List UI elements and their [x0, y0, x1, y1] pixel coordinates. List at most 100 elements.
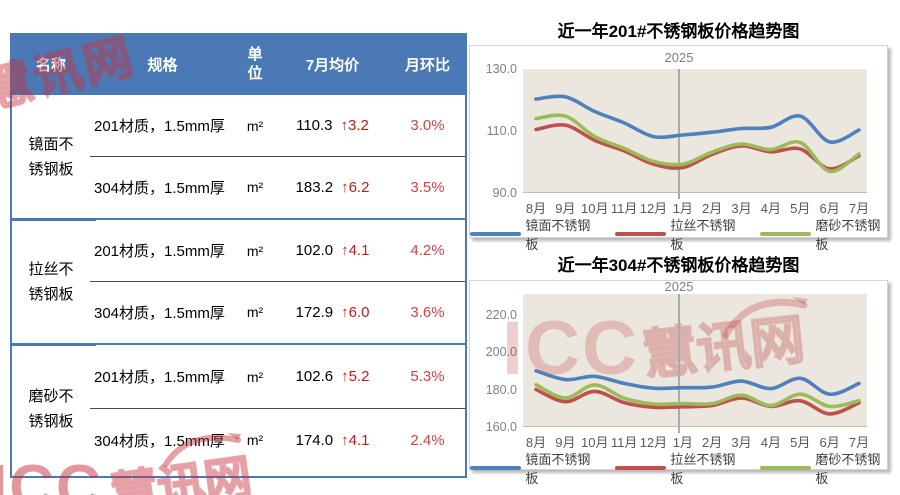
spec-cell: 201材质，1.5mm厚	[94, 118, 225, 136]
x-axis-month-label: 2月	[702, 435, 723, 450]
price-cell: 174.0 ↑4.1	[275, 432, 390, 449]
legend-label: 镜面不锈钢板	[525, 218, 591, 252]
x-axis-month-label: 1月	[672, 201, 693, 216]
chart-series-lines	[534, 94, 861, 174]
col-header-july-price: 7月均价	[305, 56, 360, 74]
unit-cell: m²	[246, 179, 264, 196]
series-line-镜面不锈钢板	[534, 369, 861, 397]
x-axis-month-label: 5月	[790, 201, 811, 216]
x-axis-month-label: 4月	[760, 201, 782, 216]
price-cell: 102.6 ↑5.2	[275, 368, 390, 385]
group-name-label: 镜面不锈钢板	[28, 135, 74, 178]
unit-cell: m²	[246, 368, 264, 385]
x-axis-month-label: 9月	[555, 435, 576, 450]
mom-cell: 4.2%	[410, 242, 445, 260]
table-header-row: 名称 规格 单位 7月均价 月环比	[12, 33, 465, 95]
mom-cell: 5.3%	[410, 368, 445, 386]
row-divider	[90, 407, 465, 409]
legend-line-swatch	[760, 232, 812, 236]
legend-line-swatch	[615, 232, 667, 236]
spec-cell: 304材质，1.5mm厚	[94, 432, 225, 450]
year-divider-line	[678, 294, 680, 433]
y-axis-tick-label: 90.0	[492, 186, 517, 200]
x-axis-month-label: 9月	[555, 201, 576, 216]
x-axis-month-label: 7月	[848, 435, 870, 450]
table-row: 201材质，1.5mm厚 m² 102.6 ↑5.2 5.3%	[90, 345, 465, 409]
chart1-201-trend: 镜面不锈钢板 拉丝不锈钢板 磨砂不锈钢板 130.0 110.0 90.0 8月 9月 10月…	[469, 45, 888, 252]
legend-line-swatch	[470, 232, 522, 236]
price-cell: 172.9 ↑6.0	[275, 304, 390, 321]
legend-label: 拉丝不锈钢板	[670, 452, 736, 486]
row-divider	[90, 155, 465, 157]
unit-cell: m²	[246, 117, 264, 134]
spec-cell: 304材质，1.5mm厚	[94, 304, 225, 322]
chart1-title: 近一年201#不锈钢板价格趋势图	[557, 22, 800, 41]
price-value: 102.0	[295, 242, 334, 260]
table-row: 304材质，1.5mm厚 m² 183.2 ↑6.2 3.5%	[90, 157, 465, 219]
col-header-mom: 月环比	[404, 56, 450, 74]
price-delta: ↑5.2	[341, 368, 370, 386]
unit-cell: m²	[246, 242, 264, 259]
year-label: 2025	[664, 279, 694, 294]
y-axis-tick-label: 220.0	[485, 307, 517, 322]
table-row: 201材质，1.5mm厚 m² 102.0 ↑4.1 4.2%	[90, 220, 465, 282]
legend-line-swatch	[470, 466, 522, 470]
chart-series-lines	[534, 369, 861, 416]
x-axis-month-label: 12月	[639, 435, 668, 450]
table-group-brushed: 拉丝不锈钢板 201材质，1.5mm厚 m² 102.0 ↑4.1 4.2% 3…	[12, 220, 465, 346]
mom-cell: 2.4%	[410, 431, 445, 449]
x-axis-month-label: 1月	[672, 435, 693, 450]
price-table: 名称 规格 单位 7月均价 月环比 镜面不锈钢板 201材质，1.5mm厚 m²…	[10, 33, 467, 478]
legend-label: 磨砂不锈钢板	[815, 452, 881, 486]
price-delta: ↑6.2	[341, 178, 370, 196]
x-axis-month-label: 12月	[639, 201, 668, 216]
price-value: 183.2	[295, 178, 334, 196]
legend-item: 拉丝不锈钢板	[615, 449, 742, 487]
table-row: 201材质，1.5mm厚 m² 110.3 ↑3.2 3.0%	[90, 95, 465, 157]
mom-cell: 3.6%	[410, 303, 445, 321]
legend-line-swatch	[760, 466, 812, 470]
x-axis-month-label: 2月	[702, 201, 723, 216]
group-name-label: 磨砂不锈钢板	[28, 387, 74, 430]
legend-item: 镜面不锈钢板	[470, 449, 597, 487]
x-axis-month-label: 5月	[790, 435, 811, 450]
table-row: 304材质，1.5mm厚 m² 174.0 ↑4.1 2.4%	[90, 409, 465, 473]
spec-cell: 304材质，1.5mm厚	[94, 179, 225, 197]
col-header-name: 名称	[35, 56, 66, 74]
x-axis-month-label: 10月	[580, 201, 609, 216]
series-line-拉丝不锈钢板	[534, 387, 861, 416]
row-divider	[90, 280, 465, 282]
table-row: 304材质，1.5mm厚 m² 172.9 ↑6.0 3.6%	[90, 282, 465, 344]
price-value: 174.0	[295, 431, 334, 449]
price-value: 172.9	[295, 303, 334, 321]
x-axis-month-label: 8月	[525, 201, 547, 216]
y-axis-tick-label: 200.0	[485, 345, 517, 360]
chart2-title: 近一年304#不锈钢板价格趋势图	[557, 256, 800, 275]
x-axis-month-label: 11月	[610, 435, 638, 450]
col-header-unit: 单位	[247, 46, 263, 82]
y-axis-tick-label: 180.0	[485, 382, 517, 397]
y-axis-tick-label: 160.0	[485, 420, 517, 434]
table-group-mirror: 镜面不锈钢板 201材质，1.5mm厚 m² 110.3 ↑3.2 3.0% 3…	[12, 95, 465, 221]
price-cell: 110.3 ↑3.2	[275, 117, 390, 134]
chart2-legend: 镜面不锈钢板 拉丝不锈钢板 磨砂不锈钢板	[470, 449, 887, 487]
group-name-label: 拉丝不锈钢板	[28, 260, 74, 303]
legend-item: 磨砂不锈钢板	[760, 449, 887, 487]
x-axis-month-label: 6月	[819, 435, 840, 450]
price-delta: ↑4.1	[341, 242, 370, 260]
price-delta: ↑4.1	[341, 431, 370, 449]
year-label: 2025	[664, 50, 694, 65]
legend-item: 拉丝不锈钢板	[615, 215, 742, 253]
y-axis-tick-label: 130.0	[485, 62, 517, 76]
price-value: 110.3	[296, 117, 333, 135]
table-group-frosted: 磨砂不锈钢板 201材质，1.5mm厚 m² 102.6 ↑5.2 5.3% 3…	[12, 345, 465, 472]
legend-label: 拉丝不锈钢板	[670, 218, 736, 252]
price-cell: 102.0 ↑4.1	[275, 242, 390, 259]
mom-cell: 3.5%	[410, 178, 445, 196]
price-delta: ↑6.0	[341, 303, 370, 321]
x-axis-month-label: 7月	[848, 201, 870, 216]
chart1-legend: 镜面不锈钢板 拉丝不锈钢板 磨砂不锈钢板	[470, 215, 887, 253]
legend-item: 磨砂不锈钢板	[760, 215, 887, 253]
x-axis-month-label: 8月	[525, 435, 547, 450]
